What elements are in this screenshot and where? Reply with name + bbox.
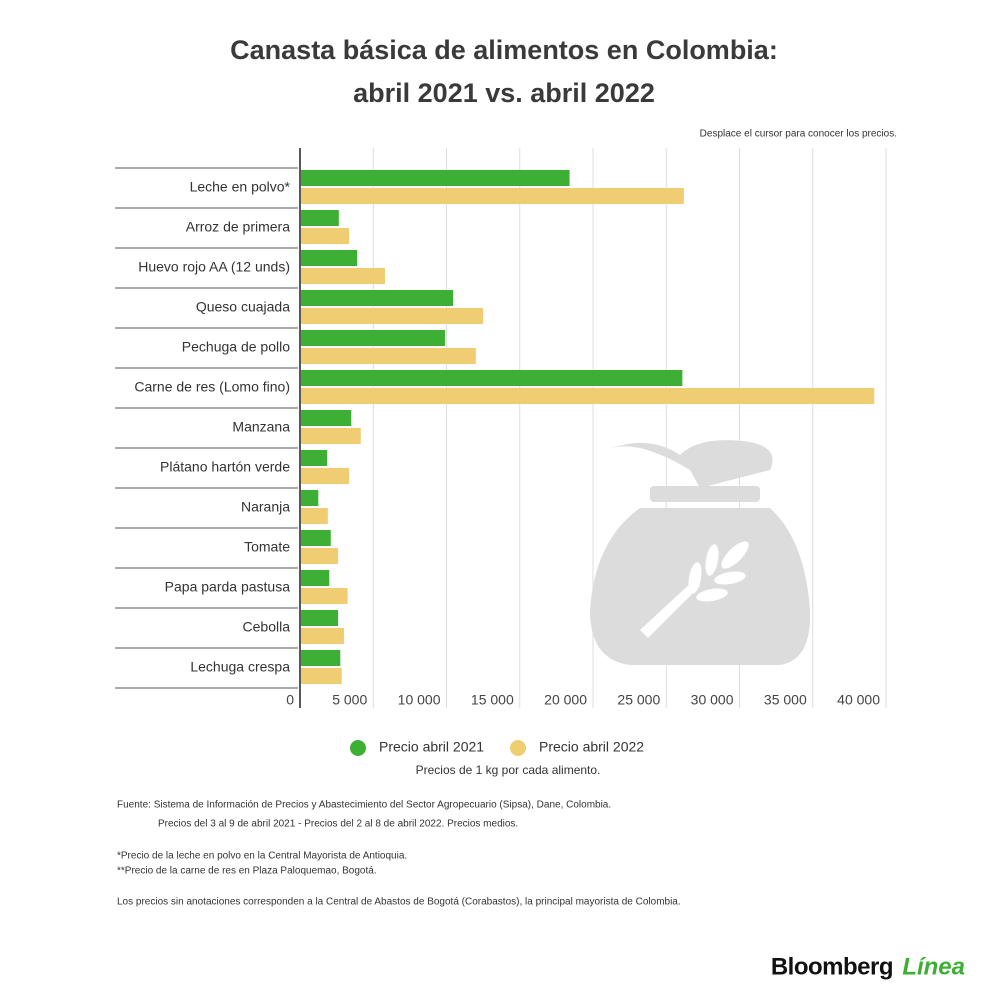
note: Precios de 1 kg por cada alimento. bbox=[416, 763, 601, 777]
x-tick-label: 20 000 bbox=[544, 692, 587, 708]
bar bbox=[301, 610, 339, 626]
bar bbox=[301, 588, 348, 604]
x-tick-label: 5 000 bbox=[332, 692, 367, 708]
y-tick-label: Manzana bbox=[232, 419, 290, 435]
chart-title: Canasta básica de alimentos en Colombia: bbox=[230, 35, 778, 65]
bar bbox=[301, 668, 342, 684]
bar bbox=[301, 330, 446, 346]
bar bbox=[301, 548, 339, 564]
bar bbox=[301, 410, 352, 426]
chart-title: abril 2021 vs. abril 2022 bbox=[353, 78, 655, 108]
bar bbox=[301, 370, 683, 386]
bar bbox=[301, 268, 385, 284]
logo: Bloomberg bbox=[771, 953, 893, 980]
bar bbox=[301, 210, 339, 226]
y-tick-label: Arroz de primera bbox=[186, 219, 290, 235]
x-tick-label: 35 000 bbox=[764, 692, 807, 708]
bar bbox=[301, 450, 328, 466]
y-tick-label: Carne de res (Lomo fino) bbox=[134, 379, 290, 395]
x-tick-label: 0 bbox=[286, 692, 294, 708]
legend-marker bbox=[510, 740, 526, 756]
bar bbox=[301, 628, 344, 644]
bar bbox=[301, 348, 476, 364]
bar bbox=[301, 428, 361, 444]
bar bbox=[301, 188, 684, 204]
plot bbox=[372, 148, 887, 708]
x-tick-label: 30 000 bbox=[691, 692, 734, 708]
legend-label: Precio abril 2022 bbox=[539, 739, 644, 755]
y-tick-label: Lechuga crespa bbox=[190, 659, 290, 675]
x-tick-label: 10 000 bbox=[398, 692, 441, 708]
wheat-icon bbox=[640, 541, 749, 638]
logo: Línea bbox=[902, 953, 965, 980]
legend-label: Precio abril 2021 bbox=[379, 739, 484, 755]
footer: **Precio de la carne de res en Plaza Pal… bbox=[117, 866, 377, 877]
bar bbox=[301, 388, 875, 404]
bar bbox=[301, 170, 570, 186]
x-tick-label: 40 000 bbox=[837, 692, 880, 708]
x-tick-label: 15 000 bbox=[471, 692, 514, 708]
bar bbox=[301, 308, 484, 324]
y-tick-label: Cebolla bbox=[243, 619, 291, 635]
x-tick-label: 25 000 bbox=[617, 692, 660, 708]
y-tick-label: Leche en polvo* bbox=[190, 179, 291, 195]
legend-marker bbox=[350, 740, 366, 756]
y-tick-label: Queso cuajada bbox=[196, 299, 290, 315]
y-tick-label: Papa parda pastusa bbox=[165, 579, 291, 595]
y-tick-label: Tomate bbox=[244, 539, 290, 555]
footer: *Precio de la leche en polvo en la Centr… bbox=[117, 851, 407, 862]
bar bbox=[301, 530, 331, 546]
y-tick-label: Naranja bbox=[241, 499, 290, 515]
y-tick-label: Plátano hartón verde bbox=[160, 459, 290, 475]
footer: Fuente: Sistema de Información de Precio… bbox=[117, 800, 611, 811]
hint: Desplace el cursor para conocer los prec… bbox=[700, 129, 897, 140]
y-tick-label: Huevo rojo AA (12 unds) bbox=[138, 259, 290, 275]
footer: Precios del 3 al 9 de abril 2021 - Preci… bbox=[158, 819, 518, 830]
bag-icon bbox=[590, 440, 811, 665]
bar bbox=[301, 570, 330, 586]
bar bbox=[301, 650, 341, 666]
bar bbox=[301, 250, 358, 266]
y-tick-label: Pechuga de pollo bbox=[182, 339, 290, 355]
bar bbox=[301, 290, 454, 306]
bar bbox=[301, 228, 350, 244]
bar bbox=[301, 490, 319, 506]
bar bbox=[301, 468, 350, 484]
footer: Los precios sin anotaciones corresponden… bbox=[117, 897, 681, 908]
bar bbox=[301, 508, 328, 524]
